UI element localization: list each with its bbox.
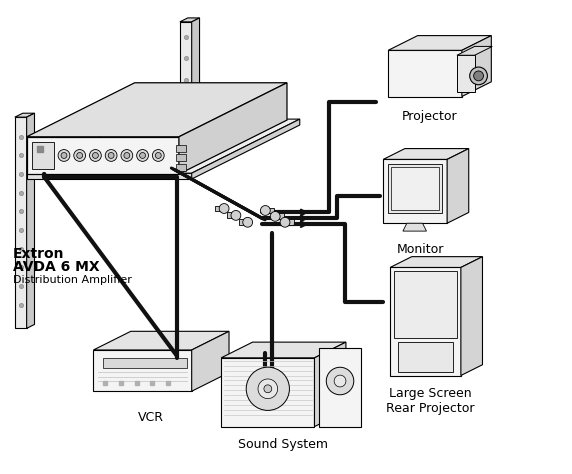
Polygon shape <box>221 342 346 358</box>
Polygon shape <box>383 159 447 223</box>
Circle shape <box>474 71 483 81</box>
Polygon shape <box>319 348 361 427</box>
Circle shape <box>243 218 253 227</box>
Polygon shape <box>457 46 492 55</box>
Polygon shape <box>268 208 274 213</box>
Polygon shape <box>278 213 284 219</box>
Circle shape <box>470 67 487 85</box>
Text: Distribution Amplifier: Distribution Amplifier <box>13 275 132 285</box>
Circle shape <box>258 379 277 399</box>
Polygon shape <box>388 50 462 97</box>
Polygon shape <box>27 119 300 173</box>
Circle shape <box>140 153 145 158</box>
Polygon shape <box>398 342 453 372</box>
Circle shape <box>108 153 114 158</box>
Circle shape <box>260 206 271 215</box>
Polygon shape <box>388 164 442 213</box>
Circle shape <box>58 150 70 161</box>
Polygon shape <box>403 223 427 231</box>
Polygon shape <box>192 18 200 159</box>
Polygon shape <box>176 155 186 161</box>
Polygon shape <box>180 18 200 22</box>
Polygon shape <box>391 167 439 210</box>
Text: VCR: VCR <box>137 411 164 424</box>
Circle shape <box>77 153 82 158</box>
Polygon shape <box>104 358 187 368</box>
Polygon shape <box>27 137 179 174</box>
Polygon shape <box>462 36 491 97</box>
Polygon shape <box>176 164 186 171</box>
Circle shape <box>264 385 272 393</box>
Polygon shape <box>93 350 192 391</box>
Circle shape <box>246 367 289 410</box>
Polygon shape <box>383 148 468 159</box>
Text: Projector: Projector <box>402 110 458 123</box>
Circle shape <box>271 211 280 221</box>
Circle shape <box>219 204 229 213</box>
Circle shape <box>156 153 161 158</box>
Polygon shape <box>457 55 475 91</box>
Circle shape <box>334 375 346 387</box>
Polygon shape <box>394 272 457 338</box>
Polygon shape <box>15 117 27 328</box>
Text: AVDA 6 MX: AVDA 6 MX <box>13 260 100 273</box>
Polygon shape <box>93 331 229 350</box>
Polygon shape <box>390 267 461 375</box>
Circle shape <box>326 367 354 395</box>
Text: Extron: Extron <box>13 247 65 261</box>
Polygon shape <box>176 145 186 152</box>
Polygon shape <box>390 256 483 267</box>
Polygon shape <box>192 119 300 179</box>
Circle shape <box>280 218 290 227</box>
Circle shape <box>231 210 241 220</box>
Circle shape <box>89 150 101 161</box>
Polygon shape <box>180 22 192 159</box>
Circle shape <box>61 153 67 158</box>
Polygon shape <box>15 113 34 117</box>
Polygon shape <box>27 173 192 179</box>
Polygon shape <box>31 142 54 169</box>
Polygon shape <box>27 83 287 137</box>
Polygon shape <box>388 36 491 50</box>
Circle shape <box>137 150 149 161</box>
Polygon shape <box>239 219 245 225</box>
Polygon shape <box>288 219 294 225</box>
Text: Large Screen
Rear Projector: Large Screen Rear Projector <box>386 387 475 415</box>
Text: Sound System: Sound System <box>237 438 328 451</box>
Polygon shape <box>227 212 233 219</box>
Polygon shape <box>215 206 221 211</box>
Circle shape <box>121 150 133 161</box>
Circle shape <box>93 153 98 158</box>
Polygon shape <box>27 113 34 328</box>
Polygon shape <box>192 331 229 391</box>
Polygon shape <box>221 358 315 427</box>
Polygon shape <box>179 83 287 174</box>
Circle shape <box>105 150 117 161</box>
Polygon shape <box>447 148 468 223</box>
Circle shape <box>152 150 164 161</box>
Polygon shape <box>315 342 346 427</box>
Circle shape <box>124 153 130 158</box>
Circle shape <box>74 150 86 161</box>
Polygon shape <box>461 256 483 375</box>
Text: Monitor: Monitor <box>396 243 444 256</box>
